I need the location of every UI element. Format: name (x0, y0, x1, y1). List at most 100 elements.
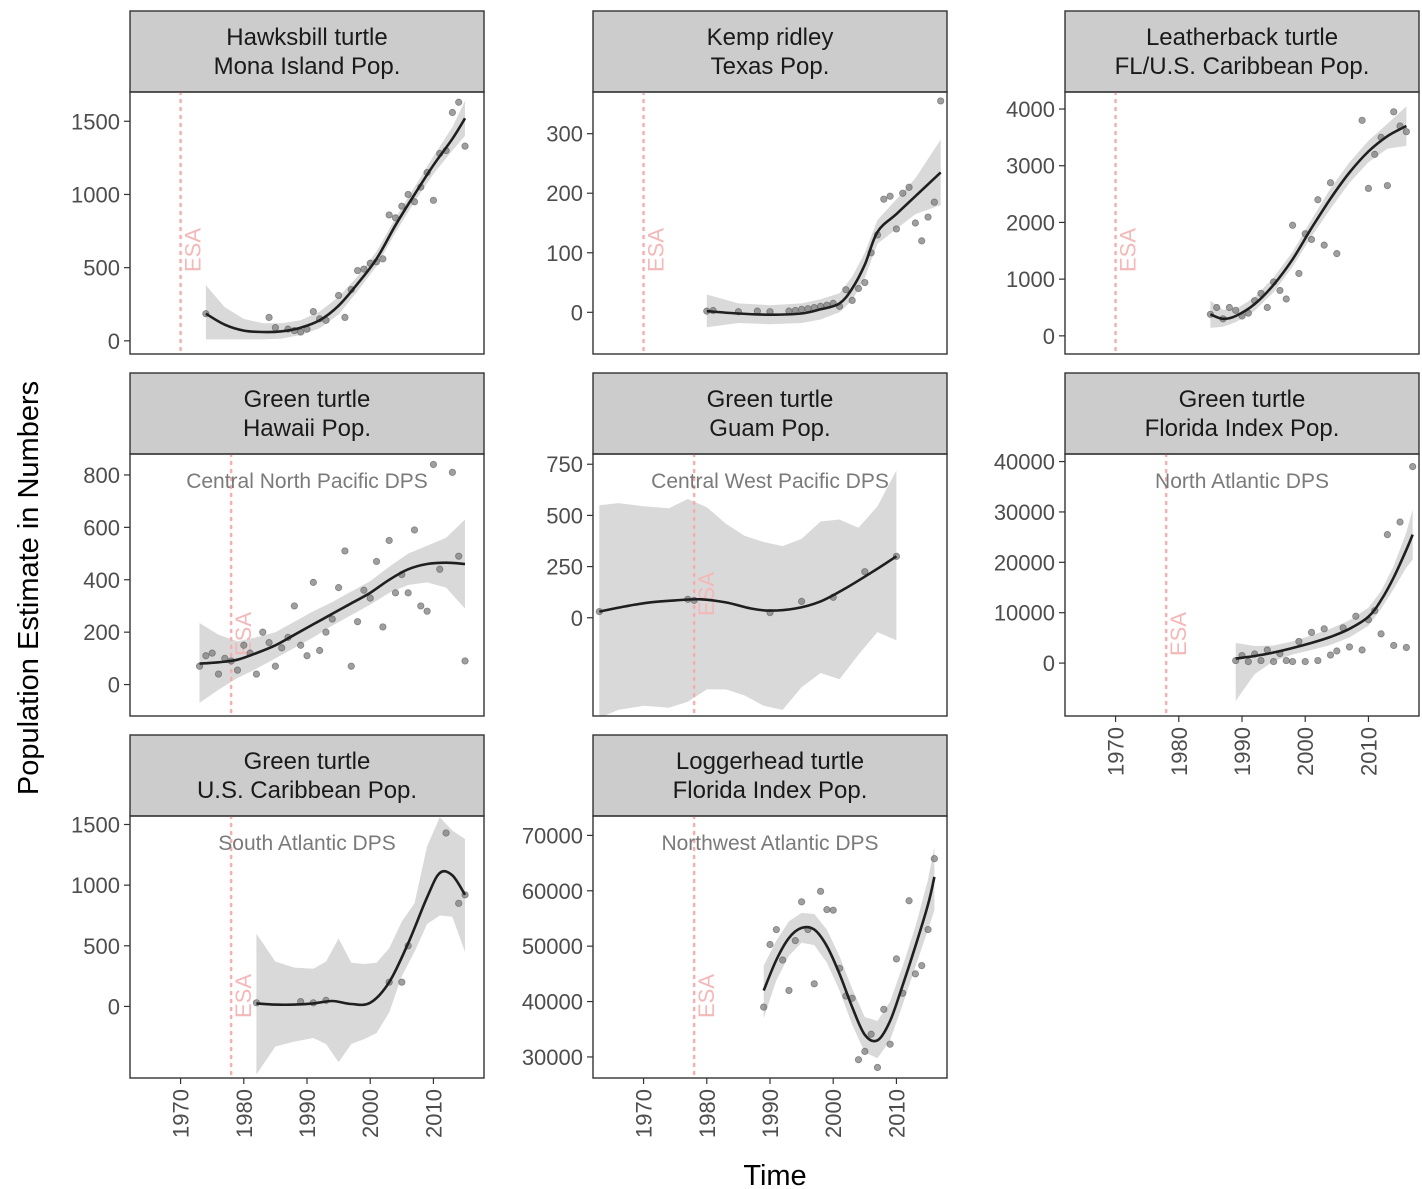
data-point (379, 623, 387, 631)
facet-title-line-2: U.S. Caribbean Pop. (197, 777, 417, 804)
facet-title-line-2: Mona Island Pop. (214, 53, 401, 80)
data-point (1257, 289, 1265, 297)
dps-label: Northwest Atlantic DPS (661, 832, 878, 855)
smooth-fit-line (762, 876, 936, 1043)
data-point (1257, 656, 1265, 665)
data-point (1295, 269, 1303, 278)
facet-title-line-2: FL/U.S. Caribbean Pop. (1115, 53, 1370, 80)
y-tick-label: 100 (546, 241, 583, 266)
y-tick-label: 500 (83, 256, 120, 281)
data-point (208, 649, 216, 657)
data-point (372, 557, 381, 566)
data-point (271, 324, 279, 332)
panel-border (129, 91, 485, 355)
data-point (1282, 295, 1290, 303)
data-point (905, 183, 913, 191)
y-tick-label: 0 (1043, 651, 1055, 676)
data-point (918, 961, 926, 970)
y-tick-label: 50000 (522, 934, 583, 959)
data-point (772, 925, 780, 934)
data-point (347, 662, 355, 670)
dps-label: Central North Pacific DPS (186, 470, 428, 493)
data-point (1213, 303, 1221, 312)
data-point (810, 980, 818, 988)
data-point (854, 1056, 863, 1064)
data-point (461, 657, 469, 665)
y-tick-label: 800 (83, 463, 120, 488)
y-tick-label: 600 (83, 515, 120, 540)
data-point (448, 108, 456, 117)
facet-title-line-1: Green turtle (1179, 386, 1306, 413)
data-point (1364, 184, 1373, 193)
data-point (785, 986, 793, 995)
data-point (880, 195, 888, 203)
confidence-ribbon (205, 100, 465, 340)
data-point (442, 829, 450, 837)
data-point (429, 196, 438, 204)
facet-title-line-1: Leatherback turtle (1146, 24, 1338, 51)
data-point (899, 189, 907, 197)
smooth-fit-line (205, 117, 467, 334)
data-point (309, 578, 317, 586)
esa-label: ESA (1166, 612, 1191, 656)
y-tick-label: 200 (83, 620, 120, 645)
data-point (448, 468, 456, 476)
data-point (252, 670, 261, 678)
data-point (1307, 235, 1316, 244)
data-point (259, 628, 267, 636)
confidence-ribbon (706, 139, 941, 328)
y-tick-label: 1500 (71, 812, 120, 837)
x-tick-label: 1990 (758, 1089, 783, 1138)
data-point (873, 1063, 882, 1072)
y-tick-label: 250 (546, 555, 583, 580)
x-tick-label: 2010 (884, 1089, 909, 1138)
data-point (353, 266, 362, 275)
facet-title-line-2: Florida Index Pop. (673, 777, 868, 804)
data-point (341, 313, 349, 322)
data-point (240, 641, 248, 649)
data-point (1314, 196, 1322, 204)
data-point (335, 584, 343, 592)
data-point (1225, 303, 1233, 312)
smooth-fit-line (706, 171, 942, 317)
facet-strip (129, 10, 485, 93)
data-point (309, 307, 317, 316)
data-point (410, 526, 419, 534)
data-point (1377, 630, 1385, 638)
x-tick-label: 2010 (1356, 727, 1381, 776)
esa-label: ESA (181, 228, 206, 272)
data-point (1320, 241, 1328, 249)
data-point (379, 255, 387, 263)
y-tick-label: 500 (83, 934, 120, 959)
panel-border (592, 453, 948, 717)
data-point (779, 956, 787, 964)
data-point (322, 628, 330, 636)
facet-title-line-1: Green turtle (244, 386, 371, 413)
data-point (265, 313, 273, 322)
facet-title-line-1: Green turtle (244, 748, 371, 775)
data-point (366, 594, 374, 602)
data-point (911, 219, 919, 227)
smooth-fit-line (199, 561, 466, 665)
y-tick-label: 2000 (1006, 210, 1055, 235)
x-tick-label: 2000 (821, 1089, 846, 1138)
facet-strip (592, 734, 948, 817)
confidence-ribbon (1210, 106, 1407, 328)
data-point (924, 213, 932, 221)
data-point (1383, 181, 1391, 190)
smooth-fit-line (256, 869, 467, 1007)
data-point (1295, 637, 1303, 646)
data-point (905, 897, 913, 905)
y-tick-label: 200 (546, 181, 583, 206)
esa-label: ESA (694, 974, 719, 1018)
y-tick-label: 500 (546, 503, 583, 528)
data-point (335, 291, 343, 300)
confidence-ribbon (763, 846, 935, 1059)
y-tick-label: 70000 (522, 823, 583, 848)
data-point (1383, 531, 1391, 539)
x-tick-label: 2000 (1293, 727, 1318, 776)
data-point (404, 589, 412, 597)
y-tick-label: 1000 (1006, 267, 1055, 292)
x-tick-label: 1970 (632, 1089, 657, 1138)
